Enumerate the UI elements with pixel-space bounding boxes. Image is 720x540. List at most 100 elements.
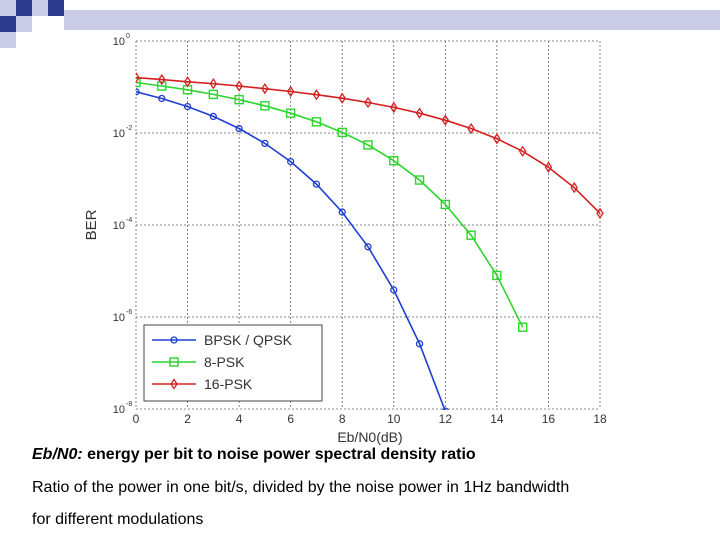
x-tick-label: 10 — [387, 412, 401, 426]
y-tick-label: 10 — [113, 404, 125, 416]
x-tick-label: 6 — [287, 412, 294, 426]
data-point — [389, 101, 398, 114]
data-point — [208, 89, 219, 100]
caption-definition-rest: energy per bit to noise power spectral d… — [82, 446, 476, 463]
data-point — [363, 140, 373, 150]
x-axis-label: Eb/N0(dB) — [337, 429, 402, 445]
data-point — [235, 124, 243, 133]
series-line — [136, 91, 446, 410]
data-point — [415, 340, 424, 348]
data-point — [337, 127, 347, 138]
y-tick-exponent: -4 — [126, 217, 132, 224]
legend-marker — [170, 336, 178, 344]
data-point — [544, 161, 553, 173]
x-tick-label: 14 — [490, 412, 504, 426]
data-point — [183, 102, 192, 111]
deco-square — [0, 16, 16, 32]
data-point — [235, 80, 243, 92]
legend-label: 16-PSK — [204, 376, 253, 392]
caption-ratio: Ratio of the power in one bit/s, divided… — [32, 479, 570, 496]
data-point — [312, 180, 321, 188]
data-point — [364, 96, 372, 109]
series-square — [136, 77, 528, 332]
x-tick-labels: 0 2 4 6 8 10 12 14 16 18 — [133, 412, 607, 426]
legend-label: 8-PSK — [204, 354, 245, 370]
caption-modulations: for different modulations — [32, 511, 204, 528]
x-tick-label: 16 — [542, 412, 556, 426]
x-tick-label: 18 — [593, 412, 607, 426]
data-point — [467, 122, 475, 135]
y-tick-label: 10 — [113, 36, 125, 48]
y-tick-exponent: 0 — [126, 33, 130, 40]
data-point — [209, 78, 218, 90]
series-diamond — [136, 71, 604, 219]
data-point — [338, 208, 346, 216]
data-point — [364, 243, 372, 251]
deco-square — [0, 0, 16, 16]
y-tick-label: 10 — [113, 128, 125, 140]
x-tick-label: 0 — [133, 412, 140, 426]
data-point — [414, 175, 425, 185]
deco-square — [16, 16, 32, 32]
data-point — [493, 133, 501, 145]
y-tick-exponent: -8 — [126, 401, 132, 408]
data-point — [157, 81, 167, 91]
caption-definition-lead: Eb/N0: — [32, 446, 83, 463]
data-point — [389, 155, 399, 166]
x-tick-label: 12 — [439, 412, 453, 426]
data-point — [518, 145, 527, 157]
deco-top-bar — [64, 10, 720, 30]
x-tick-label: 4 — [236, 412, 243, 426]
deco-square — [32, 0, 48, 16]
data-point — [136, 88, 140, 96]
data-point — [285, 108, 296, 118]
y-tick-exponent: -6 — [126, 309, 132, 316]
legend-marker — [170, 378, 178, 390]
y-tick-label: 10 — [113, 312, 125, 324]
data-point — [441, 407, 449, 410]
data-point — [183, 76, 192, 88]
data-point — [441, 114, 450, 126]
data-point — [261, 139, 269, 148]
data-point — [311, 117, 322, 127]
series-group — [136, 71, 604, 410]
legend: BPSK / QPSK 8-PSK 16-PSK — [143, 324, 323, 402]
series-line — [136, 76, 601, 214]
series-line — [136, 81, 524, 328]
data-point — [440, 199, 451, 210]
data-point — [136, 77, 141, 88]
deco-square — [16, 0, 32, 16]
data-point — [596, 207, 604, 219]
data-point — [286, 85, 295, 98]
series-circle — [136, 88, 449, 410]
data-point — [338, 92, 347, 104]
y-axis-label: BER — [83, 209, 100, 240]
y-tick-label: 10 — [113, 220, 125, 232]
x-tick-label: 2 — [184, 412, 191, 426]
legend-marker — [169, 357, 179, 367]
data-point — [287, 157, 295, 166]
data-point — [136, 71, 140, 84]
data-point — [492, 270, 502, 281]
data-point — [158, 94, 166, 103]
caption-definition: Eb/N0: energy per bit to noise power spe… — [32, 446, 476, 464]
data-point — [234, 94, 244, 105]
data-point — [415, 107, 424, 119]
data-point — [390, 286, 398, 294]
data-point — [570, 181, 579, 194]
data-point — [261, 82, 269, 95]
deco-square — [0, 32, 16, 48]
y-tick-exponent: -2 — [126, 125, 132, 132]
data-point — [209, 112, 217, 121]
data-point — [466, 230, 476, 240]
data-point — [517, 322, 528, 332]
grid — [135, 40, 601, 410]
x-tick-label: 8 — [339, 412, 346, 426]
deco-square — [48, 0, 64, 16]
data-point — [312, 89, 321, 101]
data-point — [260, 101, 270, 111]
legend-label: BPSK / QPSK — [204, 332, 293, 348]
data-point — [157, 73, 166, 86]
